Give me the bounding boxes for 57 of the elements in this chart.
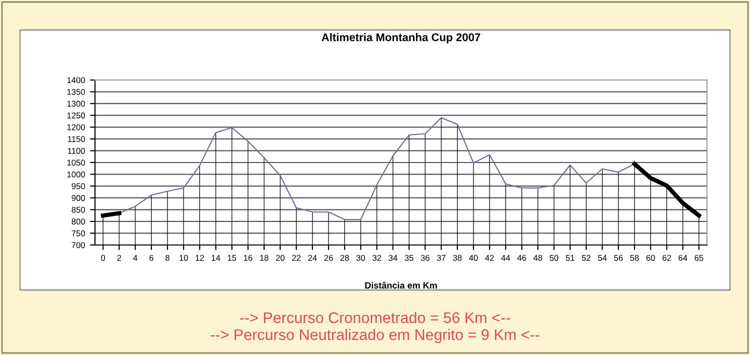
x-tick-label: 6 (149, 254, 154, 261)
x-tick-label: 37 (436, 254, 446, 261)
y-tick-label: 750 (72, 230, 85, 236)
x-tick-label: 40 (469, 254, 478, 261)
x-tick-label: 52 (582, 254, 590, 261)
x-tick-label: 38 (453, 254, 462, 261)
x-tick-label: 16 (244, 254, 252, 261)
y-tick-label: 850 (72, 206, 85, 213)
y-tick-label: 1350 (67, 88, 85, 95)
x-tick-label: 15 (228, 255, 236, 261)
x-tick-label: 26 (324, 254, 333, 261)
x-tick-label: 56 (614, 254, 623, 261)
x-tick-label: 2 (117, 254, 122, 261)
x-tick-label: 64 (678, 254, 688, 261)
x-tick-label: 8 (166, 254, 170, 261)
y-tick-label: 1250 (67, 112, 85, 118)
x-tick-label: 10 (180, 254, 188, 261)
x-tick-label: 4 (133, 255, 138, 261)
y-tick-label: 800 (72, 218, 85, 225)
x-tick-label: 54 (598, 255, 607, 261)
x-tick-label: 62 (662, 254, 671, 261)
x-tick-label: 24 (308, 254, 317, 261)
x-tick-label: 50 (550, 254, 558, 261)
y-tick-label: 1050 (67, 160, 85, 166)
x-axis-title: Distância em Km (365, 282, 437, 289)
x-tick-label: 22 (292, 254, 301, 261)
x-tick-label: 18 (260, 254, 268, 261)
y-tick-label: 1150 (68, 136, 85, 142)
x-tick-label: 34 (388, 254, 398, 261)
x-tick-label: 30 (356, 254, 366, 261)
y-tick-label: 950 (72, 183, 85, 190)
x-tick-label: 0 (101, 254, 106, 261)
x-tick-label: 20 (276, 254, 285, 261)
x-tick-label: 48 (533, 254, 542, 261)
x-tick-label: 35 (404, 254, 414, 261)
x-tick-label: 36 (420, 254, 430, 261)
x-tick-label: 58 (630, 254, 639, 261)
x-tick-label: 12 (196, 254, 204, 261)
x-tick-label: 14 (212, 255, 220, 261)
x-tick-label: 32 (372, 254, 382, 261)
chart-title: Altimetria Montanha Cup 2007 (322, 33, 480, 44)
x-tick-label: 42 (485, 254, 494, 261)
y-tick-label: 1300 (67, 100, 85, 107)
y-tick-label: 1400 (67, 77, 85, 84)
x-tick-label: 65 (694, 254, 704, 261)
text: --> Percurso Neutralizado em Negrito = 9 Km <-- (210, 328, 540, 344)
x-tick-label: 44 (501, 255, 510, 261)
y-tick-label: 700 (72, 242, 85, 248)
text: --> Percurso Cronometrado = 56 Km <-- (240, 312, 510, 324)
x-tick-label: 51 (566, 255, 574, 261)
x-tick-label: 28 (340, 254, 349, 261)
y-tick-label: 1000 (67, 171, 85, 178)
x-tick-label: 46 (517, 254, 526, 261)
y-tick-label: 900 (72, 195, 85, 201)
y-tick-label: 1100 (68, 148, 85, 154)
y-tick-label: 1200 (67, 124, 85, 130)
x-tick-label: 60 (646, 254, 655, 261)
